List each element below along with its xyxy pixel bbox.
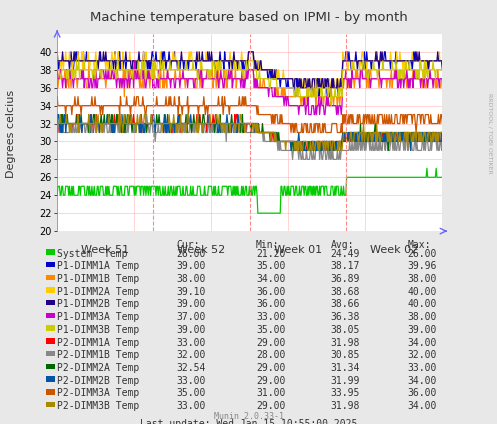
Text: 35.00: 35.00 [256,261,285,271]
Text: 38.68: 38.68 [331,287,360,297]
Text: P1-DIMM3B Temp: P1-DIMM3B Temp [57,325,139,335]
Text: P2-DIMM1B Temp: P2-DIMM1B Temp [57,350,139,360]
Text: Avg:: Avg: [331,240,354,250]
Text: 39.00: 39.00 [176,325,206,335]
Text: 33.00: 33.00 [176,338,206,348]
Text: 36.38: 36.38 [331,312,360,322]
Text: 32.00: 32.00 [408,350,437,360]
Text: 37.00: 37.00 [176,312,206,322]
Text: 38.05: 38.05 [331,325,360,335]
Text: 26.00: 26.00 [176,248,206,259]
Text: 31.00: 31.00 [256,388,285,399]
Text: Degrees celcius: Degrees celcius [6,89,16,178]
Text: 32.54: 32.54 [176,363,206,373]
Text: P1-DIMM1A Temp: P1-DIMM1A Temp [57,261,139,271]
Text: 34.00: 34.00 [408,401,437,411]
Text: System  Temp: System Temp [57,248,128,259]
Text: 39.10: 39.10 [176,287,206,297]
Text: 26.00: 26.00 [408,248,437,259]
Text: 28.00: 28.00 [256,350,285,360]
Text: 34.00: 34.00 [256,274,285,284]
Text: RRDTOOL / TOBI OETIKER: RRDTOOL / TOBI OETIKER [487,93,492,174]
Text: Week 01: Week 01 [274,245,322,255]
Text: 29.00: 29.00 [256,338,285,348]
Text: 40.00: 40.00 [408,299,437,310]
Text: 32.00: 32.00 [176,350,206,360]
Text: 38.00: 38.00 [408,274,437,284]
Text: 33.00: 33.00 [176,401,206,411]
Text: 34.00: 34.00 [408,376,437,386]
Text: 24.49: 24.49 [331,248,360,259]
Text: 39.00: 39.00 [176,261,206,271]
Text: 36.00: 36.00 [256,299,285,310]
Text: 38.00: 38.00 [408,312,437,322]
Text: 33.95: 33.95 [331,388,360,399]
Text: Week 02: Week 02 [370,245,418,255]
Text: 38.17: 38.17 [331,261,360,271]
Text: 31.34: 31.34 [331,363,360,373]
Text: 39.96: 39.96 [408,261,437,271]
Text: 33.00: 33.00 [256,312,285,322]
Text: 36.89: 36.89 [331,274,360,284]
Text: 36.00: 36.00 [408,388,437,399]
Text: P1-DIMM3A Temp: P1-DIMM3A Temp [57,312,139,322]
Text: 29.00: 29.00 [256,363,285,373]
Text: P1-DIMM2A Temp: P1-DIMM2A Temp [57,287,139,297]
Text: 35.00: 35.00 [256,325,285,335]
Text: Max:: Max: [408,240,431,250]
Text: P1-DIMM1B Temp: P1-DIMM1B Temp [57,274,139,284]
Text: 29.00: 29.00 [256,401,285,411]
Text: Machine temperature based on IPMI - by month: Machine temperature based on IPMI - by m… [89,11,408,24]
Text: Week 51: Week 51 [81,245,129,255]
Text: Min:: Min: [256,240,279,250]
Text: 29.00: 29.00 [256,376,285,386]
Text: 30.85: 30.85 [331,350,360,360]
Text: 34.00: 34.00 [408,338,437,348]
Text: P2-DIMM2B Temp: P2-DIMM2B Temp [57,376,139,386]
Text: 36.00: 36.00 [256,287,285,297]
Text: P2-DIMM2A Temp: P2-DIMM2A Temp [57,363,139,373]
Text: 31.99: 31.99 [331,376,360,386]
Text: 31.98: 31.98 [331,338,360,348]
Text: 33.00: 33.00 [176,376,206,386]
Text: 35.00: 35.00 [176,388,206,399]
Text: 38.66: 38.66 [331,299,360,310]
Text: P2-DIMM3B Temp: P2-DIMM3B Temp [57,401,139,411]
Text: Week 52: Week 52 [177,245,226,255]
Text: 31.98: 31.98 [331,401,360,411]
Text: 21.20: 21.20 [256,248,285,259]
Text: Last update: Wed Jan 15 10:55:00 2025: Last update: Wed Jan 15 10:55:00 2025 [140,419,357,424]
Text: P2-DIMM1A Temp: P2-DIMM1A Temp [57,338,139,348]
Text: 33.00: 33.00 [408,363,437,373]
Text: 39.00: 39.00 [408,325,437,335]
Text: 38.00: 38.00 [176,274,206,284]
Text: Cur:: Cur: [176,240,200,250]
Text: 39.00: 39.00 [176,299,206,310]
Text: P1-DIMM2B Temp: P1-DIMM2B Temp [57,299,139,310]
Text: 40.00: 40.00 [408,287,437,297]
Text: Munin 2.0.33-1: Munin 2.0.33-1 [214,412,283,421]
Text: P2-DIMM3A Temp: P2-DIMM3A Temp [57,388,139,399]
